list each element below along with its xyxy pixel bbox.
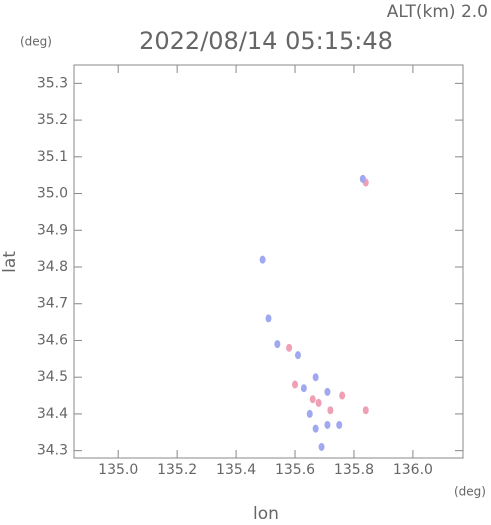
echo-point <box>294 351 301 360</box>
echo-point <box>327 406 334 415</box>
echo-point <box>362 406 369 415</box>
y-tick-label: 34.7 <box>37 296 68 312</box>
chart-title: 2022/08/14 05:15:48 <box>139 27 393 55</box>
x-tick-label: 135.0 <box>98 462 138 478</box>
echo-point <box>300 384 307 393</box>
y-tick-label: 35.0 <box>37 186 68 202</box>
echo-point <box>312 424 319 433</box>
echo-point <box>324 420 331 429</box>
echo-point <box>318 442 325 451</box>
echo-point <box>309 395 316 404</box>
x-unit: (deg) <box>454 485 486 499</box>
echo-point <box>336 420 343 429</box>
echo-point <box>306 409 313 418</box>
x-tick-label: 135.4 <box>216 462 256 478</box>
y-tick-label: 35.2 <box>37 112 68 128</box>
y-tick-label: 34.4 <box>37 406 68 422</box>
x-axis-label: lon <box>253 504 279 521</box>
x-tick-label: 136.0 <box>393 462 433 478</box>
echo-point <box>312 373 319 382</box>
y-tick-label: 35.3 <box>37 75 68 91</box>
y-tick-label: 34.3 <box>37 443 68 459</box>
y-tick-label: 35.1 <box>37 149 68 165</box>
echo-point <box>315 398 322 407</box>
echo-point <box>274 340 281 349</box>
y-tick-label: 34.8 <box>37 259 68 275</box>
echo-point <box>324 387 331 396</box>
x-tick-label: 135.8 <box>334 462 374 478</box>
y-tick-label: 34.6 <box>37 332 68 348</box>
x-tick-label: 135.6 <box>275 462 315 478</box>
y-tick-label: 34.5 <box>37 369 68 385</box>
plot-frame <box>73 64 464 459</box>
echo-point <box>359 174 366 183</box>
echo-point <box>286 343 293 352</box>
echo-point <box>292 380 299 389</box>
x-tick-label: 135.2 <box>157 462 197 478</box>
altitude: ALT(km) 2.0 <box>387 2 488 22</box>
y-unit: (deg) <box>20 35 52 49</box>
echo-point <box>339 391 346 400</box>
y-tick-label: 34.9 <box>37 222 68 238</box>
echo-point <box>265 314 272 323</box>
echo-point <box>259 255 266 264</box>
y-axis-label: lat <box>0 251 20 273</box>
